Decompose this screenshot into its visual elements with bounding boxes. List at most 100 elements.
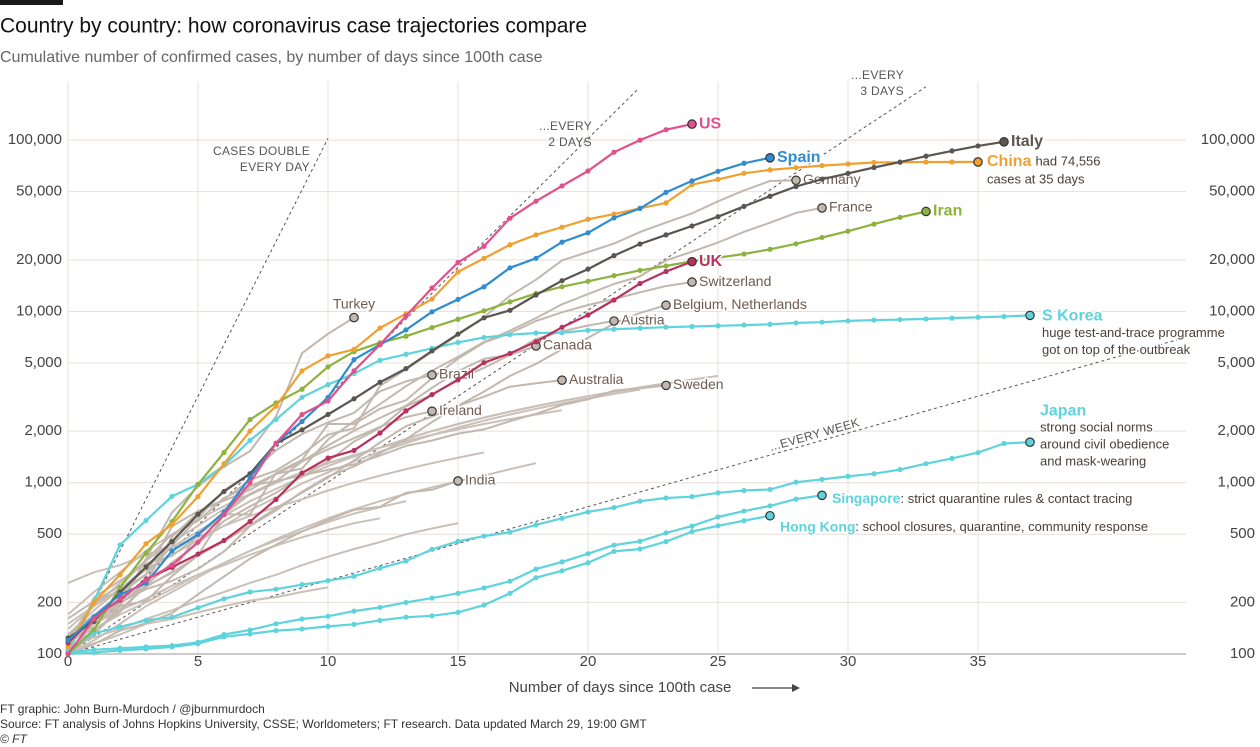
end-point [973,157,983,167]
data-point [221,631,227,638]
data-point [663,127,669,133]
y-tick-label: 100,000 [8,131,62,148]
data-point [585,278,591,284]
data-point [195,605,201,611]
data-point [455,296,461,303]
data-point [949,148,955,154]
data-point [637,325,643,331]
data-point [1001,440,1007,447]
guide-label: ...EVERY WEEK [768,415,861,454]
data-point [169,493,175,499]
data-point [793,183,799,190]
data-point [845,170,851,176]
data-point [637,205,643,212]
data-point [351,346,357,353]
data-point [845,473,851,479]
end-point [921,206,931,217]
data-point [481,284,487,290]
data-point [221,512,227,518]
data-point [715,214,721,220]
data-point [273,496,279,503]
series-note: got on top of the outbreak [1042,342,1191,357]
series-label: Belgium, Netherlands [673,296,807,312]
data-point [169,614,175,620]
copyright: © FT [0,732,29,746]
data-point [247,518,253,525]
data-point [403,365,409,372]
data-point [351,447,357,454]
data-point [559,515,565,521]
data-point [819,319,825,325]
data-point [585,312,591,318]
series-label: Austria [621,312,665,328]
data-point [429,309,435,315]
series-line [67,479,459,655]
data-point [611,297,617,303]
data-point [663,200,669,206]
data-point [481,585,487,591]
series-label: Canada [543,337,592,353]
data-point [377,357,383,363]
data-point [585,560,591,566]
data-point [611,149,617,155]
data-point [533,522,539,528]
data-point [351,608,357,614]
data-point [325,613,331,619]
data-point [403,558,409,564]
series: Italy [65,132,1045,641]
data-point [351,621,357,627]
x-tick-label: 5 [194,653,202,670]
series: Ireland [67,400,483,636]
data-point [507,265,513,271]
data-point [377,325,383,331]
data-point [377,604,383,611]
data-point [611,504,617,511]
data-point [897,466,903,473]
y-tick-label: 1,000 [24,474,62,491]
data-point [559,278,565,284]
data-point [247,589,253,595]
series-label: S Korea [1042,308,1103,325]
data-point [351,573,357,579]
brand-bar [0,0,63,5]
data-point [273,586,279,592]
data-point [663,495,669,501]
data-point [325,578,331,584]
data-point [481,315,487,321]
data-point [741,518,747,524]
y-tick-label-right: 10,000 [1209,302,1255,319]
data-point [143,564,149,570]
end-point [609,316,619,326]
data-point [273,416,279,423]
guide-label: CASES DOUBLE [213,144,310,158]
data-point [299,386,305,392]
data-point [923,159,929,165]
data-point [507,332,513,338]
data-point [403,599,409,606]
series-line [67,441,1031,652]
data-point [169,642,175,649]
data-point [429,546,435,552]
data-point [507,242,513,248]
data-point [195,481,201,487]
data-point [585,327,591,333]
data-point [117,624,123,630]
data-point [767,167,773,173]
data-point [611,211,617,217]
series-note: had 74,556 [1035,153,1100,168]
data-point [949,315,955,321]
end-point [661,380,671,391]
data-point [689,323,695,330]
data-point [299,418,305,425]
data-point [481,602,487,608]
y-tick-label-right: 2,000 [1217,422,1255,439]
data-point [455,590,461,596]
data-point [741,508,747,514]
data-point [611,548,617,555]
end-point [349,312,359,323]
guide-label: ...EVERY [539,119,592,133]
data-point [871,164,877,171]
guide-label: ...EVERY [851,68,904,82]
data-point [663,324,669,330]
data-point [741,251,747,257]
